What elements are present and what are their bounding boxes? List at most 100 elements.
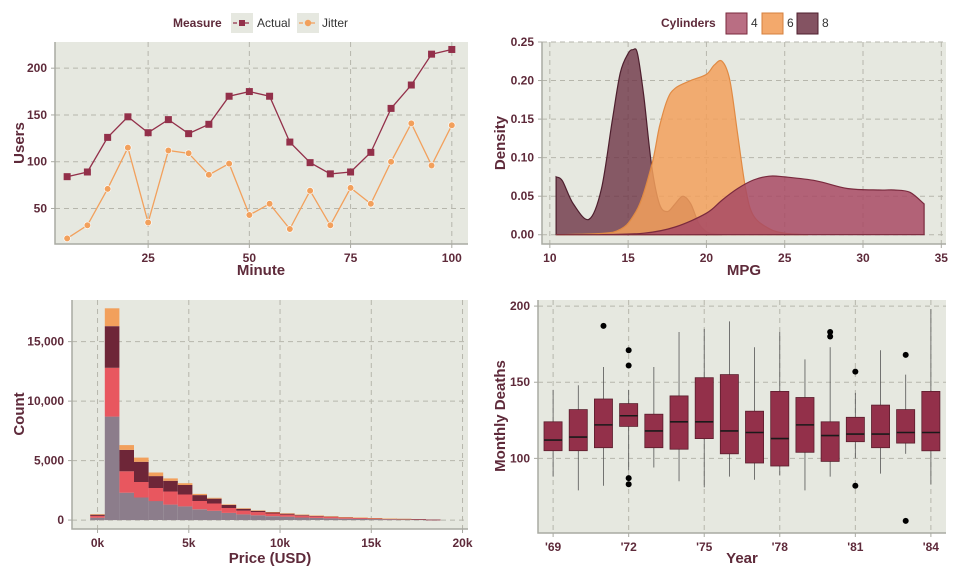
users-line-chart: 25 50 75 100 50 100 150 200 Minute Users Measur… <box>11 13 468 279</box>
x-tick-label: '69 <box>545 540 562 554</box>
box-outlier-point <box>600 322 607 329</box>
histogram-bar-segment <box>134 482 149 498</box>
histogram-bar-segment <box>207 503 222 511</box>
y-axis-title-users: Users <box>11 122 28 164</box>
legend-label-actual: Actual <box>257 16 290 30</box>
histogram-bar-segment <box>382 518 397 519</box>
histogram-bar-segment <box>294 517 310 521</box>
box-iqr <box>568 409 588 452</box>
y-tick-label: 5,000 <box>34 454 64 468</box>
data-point-jitter <box>346 184 355 192</box>
histogram-bar-segment <box>338 518 353 521</box>
data-point-jitter <box>387 158 395 166</box>
histogram-bar-segment <box>192 495 207 501</box>
histogram-bar-segment <box>294 515 310 518</box>
data-point-actual <box>144 129 152 137</box>
histogram-bar-segment <box>163 478 178 481</box>
data-point-jitter <box>286 225 294 233</box>
box-iqr <box>719 374 739 455</box>
histogram-bar-segment <box>119 471 134 493</box>
monthly-deaths-boxplot: '69 '72 '75 '78 '81 '84 100 150 200 Year Monthly… <box>492 299 946 567</box>
histogram-bar-segment <box>119 445 134 450</box>
data-point-actual <box>387 104 395 112</box>
histogram-bar-segment <box>90 517 105 521</box>
data-point-actual <box>286 138 294 146</box>
box-outlier-point <box>827 328 834 335</box>
y-tick-label: 0 <box>57 513 64 527</box>
x-axis-title-price: Price (USD) <box>229 550 312 567</box>
data-point-actual <box>326 170 334 178</box>
x-tick-label: 20 <box>700 251 714 265</box>
histogram-bar-segment <box>148 501 164 520</box>
x-tick-label: 0k <box>91 536 105 550</box>
axis-frame <box>541 42 946 245</box>
histogram-bar-segment <box>177 483 193 485</box>
data-point-jitter <box>63 234 71 242</box>
x-tick-label: 20k <box>453 536 473 550</box>
series-line-jitter <box>66 121 453 239</box>
histogram-bar-segment <box>367 518 383 519</box>
histogram-bar-segment <box>119 492 134 521</box>
legend-cylinders: Cylinders 4 6 8 <box>661 12 829 35</box>
x-tick-label: '81 <box>847 540 864 554</box>
box-outlier-point <box>902 351 909 358</box>
histogram-bar-segment <box>221 512 237 520</box>
histogram-bar-segment <box>236 508 251 509</box>
histogram-bar-segment <box>177 485 193 495</box>
y-tick-label: 0.20 <box>511 74 535 88</box>
x-tick-label: '78 <box>772 540 789 554</box>
x-tick-label: '75 <box>696 540 713 554</box>
data-point-actual <box>448 45 456 53</box>
histogram-bar-segment <box>177 494 193 507</box>
box-outlier-point <box>827 333 834 340</box>
legend-label-cyl4: 4 <box>751 16 758 30</box>
data-point-jitter <box>124 144 132 152</box>
data-point-actual <box>347 168 355 176</box>
y-tick-label: 200 <box>510 299 530 313</box>
plot-panel-users <box>55 42 468 244</box>
y-tick-label: 50 <box>34 201 48 215</box>
box-iqr <box>820 421 840 462</box>
histogram-bar-segment <box>309 515 324 516</box>
legend-title-measure: Measure <box>173 16 222 30</box>
y-tick-label: 100 <box>510 451 530 465</box>
x-tick-label: '72 <box>621 540 638 554</box>
x-tick-label: 30 <box>856 251 870 265</box>
histogram-bar-segment <box>90 515 105 518</box>
histogram-bar-segment <box>294 514 310 516</box>
box-outlier-point <box>625 362 632 369</box>
data-point-jitter <box>104 185 112 193</box>
data-point-actual <box>83 168 91 176</box>
legend-key-marker-actual <box>239 20 245 26</box>
histogram-bar-segment <box>353 517 368 519</box>
data-point-jitter <box>144 218 152 227</box>
box-outlier-point <box>625 481 632 488</box>
data-point-actual <box>428 50 436 58</box>
histogram-bar-segment <box>250 510 266 511</box>
histogram-bar-segment <box>104 367 120 417</box>
y-tick-label: 0.25 <box>511 35 535 49</box>
legend-title-cylinders: Cylinders <box>661 16 716 30</box>
histogram-bar-segment <box>265 516 280 521</box>
histogram-bar-segment <box>119 449 134 472</box>
box-iqr <box>694 377 714 440</box>
x-axis-title-minute: Minute <box>237 262 285 279</box>
x-tick-label: 25 <box>778 251 792 265</box>
data-point-actual <box>63 173 71 181</box>
data-point-jitter <box>326 221 334 229</box>
histogram-bar-segment <box>323 516 339 517</box>
histogram-bar-segment <box>207 497 222 499</box>
price-histogram-chart: 0k 5k 10k 15k 20k 0 5,000 10,000 15,000 Price (U… <box>11 300 473 567</box>
box-iqr <box>745 410 765 464</box>
histogram-bar-segment <box>177 506 193 521</box>
histogram-bar-segment <box>148 476 164 488</box>
histogram-bar-segment <box>265 513 280 517</box>
axis-frame <box>54 42 468 245</box>
data-point-jitter <box>245 211 253 219</box>
legend-label-jitter: Jitter <box>322 16 348 30</box>
data-point-jitter <box>164 146 172 155</box>
histogram-bar-segment <box>90 514 105 516</box>
y-tick-label: 10,000 <box>27 394 64 408</box>
histogram-bar-segment <box>207 510 222 521</box>
histogram-bar-segment <box>294 514 310 516</box>
